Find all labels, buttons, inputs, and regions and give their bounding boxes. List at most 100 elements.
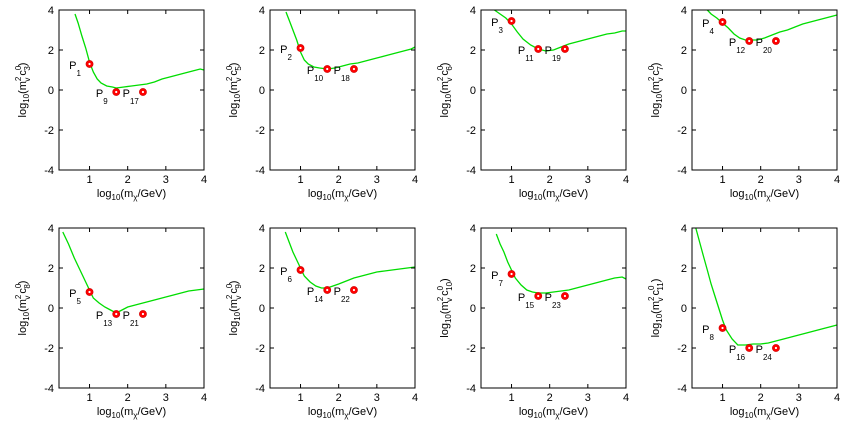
y-tick-label: 0 — [259, 303, 265, 315]
benchmark-point-center — [299, 46, 302, 50]
y-tick-label: 2 — [470, 263, 476, 275]
y-tick-label: 0 — [48, 303, 54, 315]
y-tick-label: -2 — [677, 125, 687, 137]
x-axis-label: log10(mχ/GeV) — [308, 406, 377, 420]
x-tick-label: 1 — [86, 174, 92, 186]
benchmark-point-center — [299, 268, 302, 272]
x-tick-label: 4 — [201, 174, 207, 186]
benchmark-point-center — [721, 20, 724, 24]
y-axis-label: log10(m2vc05) — [225, 63, 243, 118]
benchmark-point-subscript: 16 — [736, 353, 745, 362]
x-axis-label: log10(mχ/GeV) — [308, 188, 377, 202]
x-tick-label: 3 — [163, 392, 169, 404]
x-tick-label: 4 — [412, 174, 418, 186]
x-tick-label: 1 — [297, 174, 303, 186]
y-tick-label: -2 — [466, 343, 476, 355]
y-tick-label: 2 — [681, 45, 687, 57]
benchmark-point-center — [141, 90, 145, 94]
benchmark-point-label: P — [491, 17, 498, 29]
y-tick-label: 0 — [681, 303, 687, 315]
limit-curve — [285, 11, 416, 70]
benchmark-point-center — [537, 294, 540, 298]
y-tick-label: -2 — [255, 343, 265, 355]
y-tick-label: -4 — [677, 383, 687, 395]
benchmark-point-center — [141, 312, 145, 316]
y-tick-label: 0 — [48, 85, 54, 97]
benchmark-point-label: P — [96, 88, 103, 100]
benchmark-point-center — [115, 312, 118, 316]
benchmark-point-center — [352, 288, 356, 292]
benchmark-point-label: P — [280, 44, 287, 56]
benchmark-point-center — [88, 62, 91, 66]
y-tick-label: 2 — [259, 45, 265, 57]
benchmark-point-subscript: 21 — [130, 319, 139, 328]
benchmark-point-label: P — [307, 286, 314, 298]
y-tick-label: -2 — [255, 125, 265, 137]
benchmark-point-subscript: 15 — [525, 301, 534, 310]
limit-curve — [284, 231, 416, 289]
benchmark-point-label: P — [123, 88, 130, 100]
y-axis-label: log10(m2vc010) — [436, 278, 454, 337]
x-tick-label: 4 — [623, 174, 629, 186]
axes-box — [691, 227, 838, 389]
benchmark-point-label: P — [96, 310, 103, 322]
benchmark-point-subscript: 4 — [710, 27, 715, 36]
y-tick-label: -4 — [466, 165, 476, 177]
x-tick-label: 3 — [374, 174, 380, 186]
x-tick-label: 4 — [623, 392, 629, 404]
benchmark-point-subscript: 1 — [77, 69, 82, 78]
benchmark-point-subscript: 17 — [130, 97, 139, 106]
benchmark-point-subscript: 23 — [552, 301, 561, 310]
x-tick-label: 1 — [719, 392, 725, 404]
benchmark-point-subscript: 24 — [763, 353, 772, 362]
y-axis-label: log10(m2vc09) — [225, 281, 243, 336]
y-tick-label: -2 — [44, 343, 54, 355]
benchmark-point-label: P — [702, 324, 709, 336]
benchmark-point-label: P — [729, 37, 736, 49]
benchmark-point-subscript: 5 — [77, 297, 82, 306]
benchmark-point-subscript: 18 — [341, 74, 350, 83]
y-tick-label: 4 — [259, 223, 265, 235]
benchmark-point-center — [510, 19, 513, 23]
benchmark-point-center — [537, 47, 540, 51]
y-tick-label: 0 — [470, 85, 476, 97]
y-tick-label: -2 — [466, 125, 476, 137]
y-tick-label: 0 — [470, 303, 476, 315]
limit-curve — [695, 227, 838, 346]
benchmark-point-center — [774, 39, 778, 43]
x-axis-label: log10(mχ/GeV) — [730, 406, 799, 420]
benchmark-point-subscript: 12 — [736, 46, 745, 55]
y-tick-label: 2 — [48, 45, 54, 57]
benchmark-point-center — [774, 346, 778, 350]
benchmark-point-subscript: 11 — [525, 54, 534, 63]
y-tick-label: -2 — [677, 343, 687, 355]
y-axis-label: log10(m2vc011) — [647, 279, 665, 338]
x-tick-label: 3 — [585, 174, 591, 186]
benchmark-point-label: P — [69, 288, 76, 300]
benchmark-point-subscript: 14 — [314, 295, 323, 304]
x-axis-label: log10(mχ/GeV) — [97, 188, 166, 202]
y-tick-label: 2 — [48, 263, 54, 275]
x-tick-label: 4 — [834, 392, 840, 404]
x-tick-label: 2 — [336, 174, 342, 186]
y-tick-label: 4 — [470, 223, 476, 235]
benchmark-point-subscript: 8 — [710, 333, 715, 342]
benchmark-point-label: P — [729, 344, 736, 356]
benchmark-point-center — [563, 47, 567, 51]
x-tick-label: 3 — [585, 392, 591, 404]
benchmark-point-label: P — [518, 292, 525, 304]
x-tick-label: 2 — [758, 392, 764, 404]
x-tick-label: 4 — [412, 392, 418, 404]
x-tick-label: 3 — [796, 392, 802, 404]
y-axis-label: log10(m2vc06) — [436, 63, 454, 118]
benchmark-point-label: P — [280, 266, 287, 278]
y-tick-label: 0 — [681, 85, 687, 97]
x-tick-label: 2 — [547, 174, 553, 186]
limit-curve — [706, 9, 838, 41]
